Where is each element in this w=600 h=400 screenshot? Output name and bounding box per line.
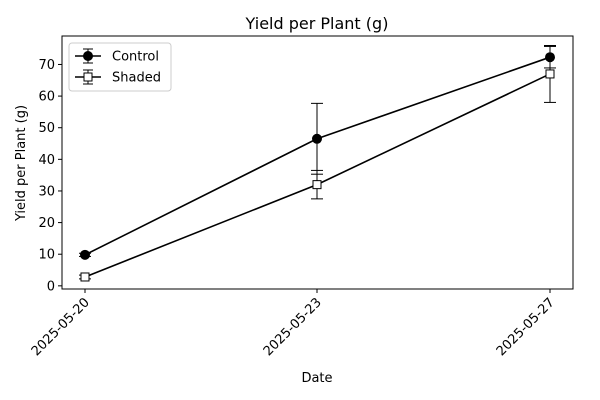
- control-data-point: [80, 249, 90, 260]
- shaded-legend-marker: [83, 72, 93, 82]
- y-tick-label: 0: [47, 279, 55, 294]
- y-axis: 0 10 20 30 40 50 60 70: [38, 58, 62, 294]
- legend: Control Shaded: [68, 42, 172, 92]
- y-tick-label: 20: [38, 216, 55, 231]
- chart-title: Yield per Plant (g): [245, 14, 389, 33]
- plot-area: [79, 44, 556, 282]
- y-tick-label: 50: [38, 121, 55, 136]
- control-legend-marker: [83, 51, 93, 61]
- control-data-point: [312, 133, 322, 144]
- y-tick-label: 40: [38, 153, 55, 168]
- y-axis-label: Yield per Plant (g): [14, 105, 29, 222]
- shaded-data-point: [312, 180, 322, 190]
- x-axis-label: Date: [301, 371, 332, 386]
- y-tick-label: 10: [38, 248, 55, 263]
- shaded-data-point: [545, 69, 555, 79]
- shaded-data-point: [80, 272, 90, 282]
- y-tick-label: 60: [38, 90, 55, 105]
- legend-box: [68, 42, 172, 92]
- legend-label-control: Control: [112, 50, 159, 65]
- y-tick-label: 70: [38, 58, 55, 73]
- legend-label-shaded: Shaded: [112, 71, 161, 86]
- y-tick-label: 30: [38, 184, 55, 199]
